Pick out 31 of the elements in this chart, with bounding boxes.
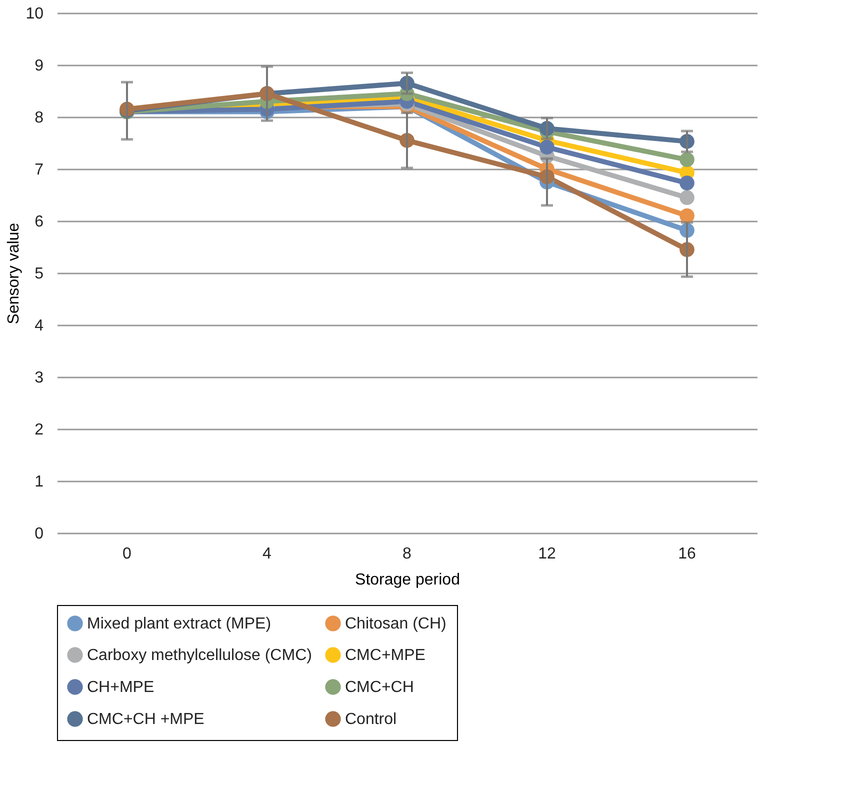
y-tick-label: 9 bbox=[34, 58, 44, 74]
x-tick-label: 4 bbox=[262, 546, 272, 562]
y-tick-label: 8 bbox=[34, 110, 44, 126]
point bbox=[680, 190, 694, 205]
point bbox=[540, 140, 554, 155]
x-axis-title: Storage period bbox=[355, 572, 460, 588]
legend-label: CH+MPE bbox=[87, 679, 154, 696]
y-tick-label: 6 bbox=[34, 214, 44, 230]
y-tick-label: 2 bbox=[34, 422, 44, 438]
x-tick-label: 12 bbox=[538, 546, 556, 562]
legend-label: Mixed plant extract (MPE) bbox=[87, 615, 272, 632]
y-axis-title: Sensory value bbox=[6, 222, 23, 324]
legend-label: Control bbox=[345, 711, 397, 728]
x-tick-label: 0 bbox=[122, 546, 132, 562]
x-tick-label: 16 bbox=[678, 546, 696, 562]
legend-label: CMC+CH +MPE bbox=[87, 711, 204, 728]
point bbox=[680, 208, 694, 224]
y-tick-label: 10 bbox=[26, 6, 44, 22]
legend-label: CMC+CH bbox=[345, 679, 414, 696]
y-tick-label: 0 bbox=[34, 526, 44, 542]
y-tick-label: 1 bbox=[34, 474, 44, 490]
y-tick-label: 3 bbox=[34, 370, 44, 386]
y-tick-label: 7 bbox=[34, 162, 44, 178]
point bbox=[680, 152, 694, 168]
legend-label: CMC+MPE bbox=[345, 647, 426, 664]
y-tick-label: 5 bbox=[34, 266, 44, 282]
legend-label: Carboxy methylcellulose (CMC) bbox=[87, 647, 312, 664]
legend-label: Chitosan (CH) bbox=[345, 615, 446, 632]
y-tick-label: 4 bbox=[34, 318, 44, 334]
x-tick-label: 8 bbox=[402, 546, 412, 562]
point bbox=[680, 176, 694, 190]
